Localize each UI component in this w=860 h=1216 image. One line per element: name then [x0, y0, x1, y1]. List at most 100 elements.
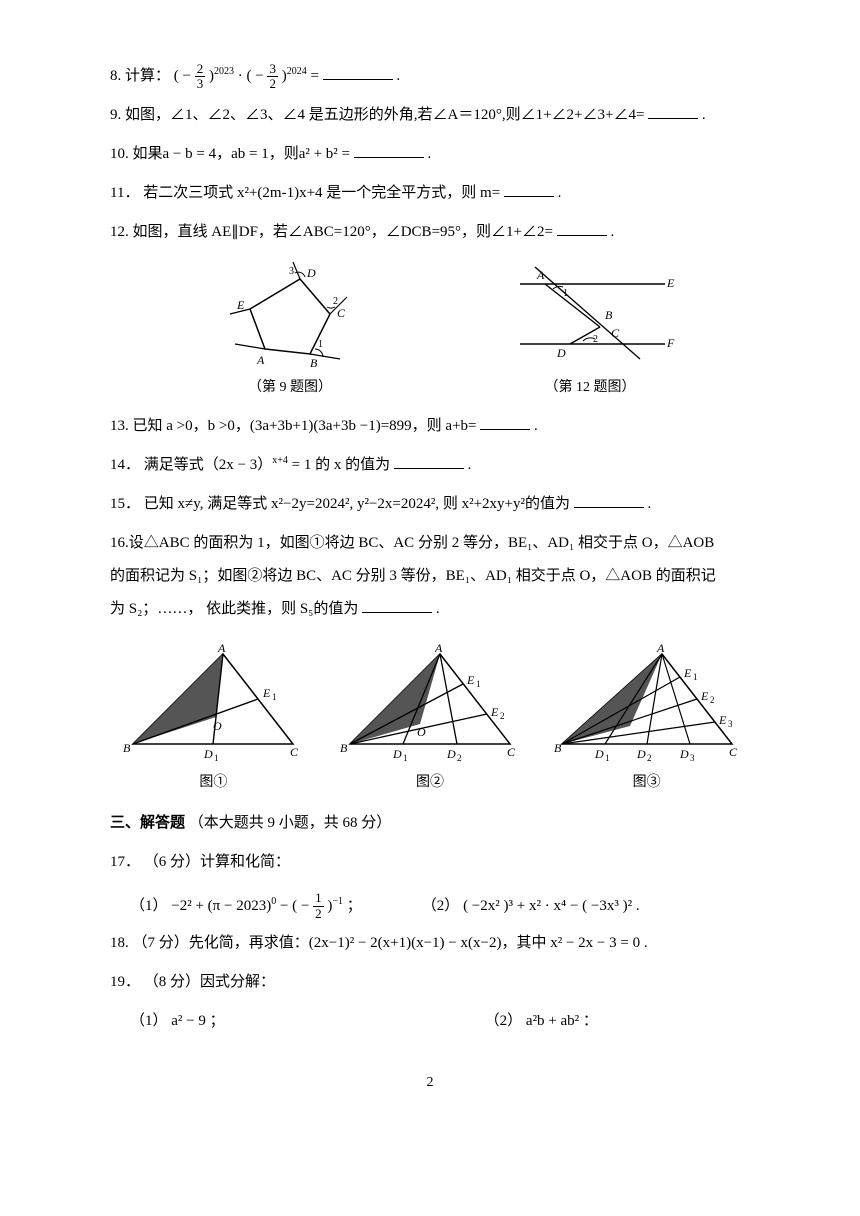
q8-num: 8.	[110, 68, 121, 84]
q16-num: 16.	[110, 535, 129, 551]
q17-1-expneg1: −1	[332, 896, 343, 907]
q17-2-label: （2）	[422, 898, 460, 914]
q8-exp1: 2023	[214, 66, 234, 77]
q17-text: （6 分）计算和化简：	[144, 854, 290, 870]
q12-num: 12.	[110, 224, 129, 240]
svg-text:2: 2	[500, 711, 505, 721]
q12-blank	[557, 220, 607, 236]
q8-tail: .	[396, 68, 400, 84]
svg-text:1: 1	[563, 288, 568, 299]
q15-num: 15．	[110, 496, 140, 512]
q19-1-label: （1）	[130, 1013, 168, 1029]
svg-text:2: 2	[333, 296, 338, 307]
svg-text:2: 2	[593, 334, 598, 345]
q16-line2: 的面积记为 S₁；如图②将边 BC、AC 分别 3 等份，BE₁、AD₁ 相交于…	[110, 560, 750, 593]
tri3-caption: 图③	[552, 768, 742, 799]
question-13: 13. 已知 a >0，b >0，(3a+3b+1)(3a+3b −1)=899…	[110, 410, 750, 443]
triangle-fig-2: A B C D1 D2 E1 E2 O 图②	[335, 644, 525, 799]
svg-text:E: E	[466, 673, 475, 687]
q8-exp2: 2024	[287, 66, 307, 77]
q17-subrow: （1） −2² + (π − 2023)0 − ( − 12 )−1 ； （2）…	[130, 885, 750, 927]
triangle-fig-3: A B C D1 D2 D3 E1 E2 E3 图③	[552, 644, 742, 799]
svg-text:B: B	[554, 741, 562, 755]
svg-text:B: B	[340, 741, 348, 755]
question-15: 15． 已知 x≠y, 满足等式 x²−2y=2024², y²−2x=2024…	[110, 488, 750, 521]
q14-text-b: = 1 的 x 的值为	[292, 457, 390, 473]
svg-text:2: 2	[710, 695, 715, 705]
q14-blank	[394, 453, 464, 469]
q11-text: 若二次三项式 x²+(2m-1)x+4 是一个完全平方式，则 m=	[143, 185, 500, 201]
svg-text:D: D	[636, 747, 646, 761]
q18-text: （7 分）先化简，再求值：(2x−1)² − 2(x+1)(x−1) − x(x…	[133, 935, 648, 951]
q17-2-expr: ( −2x² )³ + x² · x⁴ − ( −3x³ )² .	[463, 898, 640, 914]
svg-text:C: C	[290, 745, 299, 759]
tri1-caption: 图①	[118, 768, 308, 799]
q8-open: ( −	[174, 68, 191, 84]
svg-text:E: E	[718, 713, 727, 727]
q14-exp: x+4	[272, 455, 288, 466]
q12-text: 如图，直线 AE∥DF，若∠ABC=120°，∠DCB=95°，则∠1+∠2=	[133, 224, 553, 240]
section3-sub: （本大题共 9 小题，共 68 分）	[189, 815, 392, 831]
q19-2-expr: a²b + ab² ：	[526, 1013, 598, 1029]
svg-text:C: C	[611, 326, 620, 340]
q15-blank	[574, 492, 644, 508]
q17-sub1: （1） −2² + (π − 2023)0 − ( − 12 )−1 ；	[130, 885, 362, 927]
svg-text:D: D	[446, 747, 456, 761]
question-19: 19． （8 分）因式分解：	[110, 966, 750, 999]
page-number: 2	[110, 1068, 750, 1099]
q19-text: （8 分）因式分解：	[144, 974, 275, 990]
q14-text-a: 满足等式（2x − 3）	[144, 457, 272, 473]
svg-text:A: A	[217, 644, 226, 655]
q8-dot: · ( −	[238, 68, 264, 84]
question-17: 17． （6 分）计算和化简：	[110, 846, 750, 879]
svg-text:1: 1	[693, 672, 698, 682]
q16-line3-tail: .	[436, 601, 440, 617]
svg-text:C: C	[337, 306, 346, 320]
q13-tail: .	[534, 418, 538, 434]
q9-num: 9.	[110, 107, 121, 123]
svg-text:O: O	[213, 719, 222, 733]
svg-text:C: C	[729, 745, 738, 759]
q9-tail: .	[702, 107, 706, 123]
q11-tail: .	[558, 185, 562, 201]
q9-text: 如图，∠1、∠2、∠3、∠4 是五边形的外角,若∠A＝120°,则∠1+∠2+∠…	[125, 107, 644, 123]
q16-line1: 设△ABC 的面积为 1，如图①将边 BC、AC 分别 2 等分，BE₁、AD₁…	[129, 535, 715, 551]
q15-tail: .	[648, 496, 652, 512]
q17-1-tail: ；	[347, 898, 362, 914]
q17-sub2: （2） ( −2x² )³ + x² · x⁴ − ( −3x³ )² .	[422, 885, 640, 927]
q14-tail: .	[468, 457, 472, 473]
question-8: 8. 计算： ( − 23 )2023 · ( − 32 )2024 = .	[110, 60, 750, 93]
q19-sub1: （1） a² − 9 ；	[130, 1005, 225, 1038]
svg-text:O: O	[417, 725, 426, 739]
svg-text:A: A	[536, 268, 545, 282]
q11-blank	[504, 181, 554, 197]
triangle-1-svg: A B C D1 E1 O	[118, 644, 308, 764]
svg-text:D: D	[203, 747, 213, 761]
triangle-2-svg: A B C D1 D2 E1 E2 O	[335, 644, 525, 764]
q13-num: 13.	[110, 418, 129, 434]
fig12-caption: （第 12 题图）	[495, 373, 685, 404]
svg-text:1: 1	[476, 679, 481, 689]
svg-text:A: A	[256, 353, 265, 367]
svg-text:E: E	[262, 686, 271, 700]
triangle-3-svg: A B C D1 D2 D3 E1 E2 E3	[552, 644, 742, 764]
question-10: 10. 如果a − b = 4，ab = 1，则a² + b² = .	[110, 138, 750, 171]
question-16: 16.设△ABC 的面积为 1，如图①将边 BC、AC 分别 2 等分，BE₁、…	[110, 527, 750, 626]
q17-1-frac: 12	[313, 891, 324, 921]
question-12: 12. 如图，直线 AE∥DF，若∠ABC=120°，∠DCB=95°，则∠1+…	[110, 216, 750, 249]
q19-1-expr: a² − 9 ；	[171, 1013, 224, 1029]
q10-text: 如果a − b = 4，ab = 1，则a² + b² =	[133, 146, 351, 162]
svg-text:E: E	[683, 666, 692, 680]
q17-1-exp0: 0	[271, 896, 276, 907]
pentagon-diagram: A B C D E 1 2 3	[215, 259, 365, 369]
svg-text:F: F	[666, 336, 675, 350]
svg-text:2: 2	[457, 753, 462, 763]
q19-2-label: （2）	[485, 1013, 523, 1029]
svg-text:1: 1	[605, 753, 610, 763]
q9-blank	[648, 103, 698, 119]
fig9-caption: （第 9 题图）	[215, 373, 365, 404]
q8-frac2: 32	[267, 62, 278, 92]
svg-text:B: B	[310, 356, 318, 369]
q17-1-b: − ( −	[280, 898, 309, 914]
svg-text:2: 2	[647, 753, 652, 763]
